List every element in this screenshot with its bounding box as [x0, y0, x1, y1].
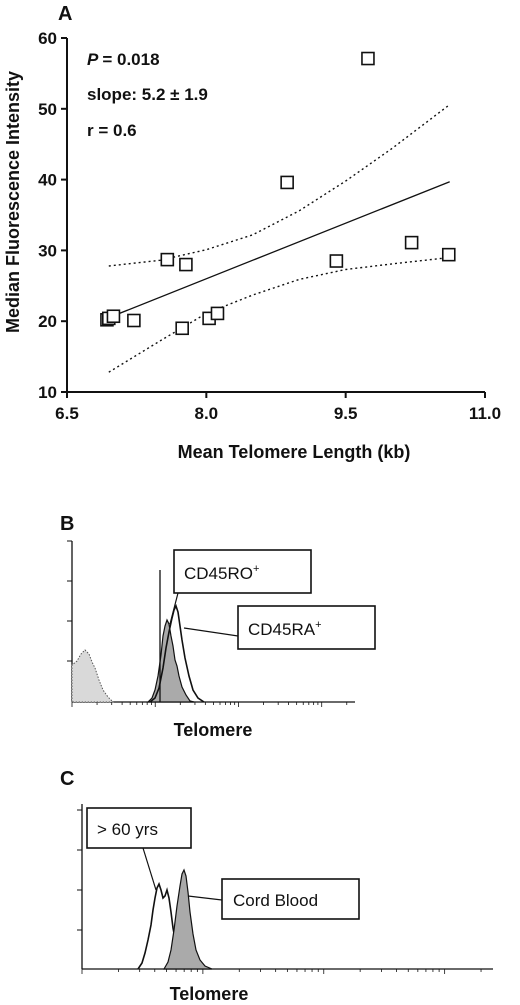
a-slope-text: slope: 5.2 ± 1.9	[87, 85, 208, 104]
a-data-point	[210, 306, 225, 321]
a-y-tick-label: 60	[38, 29, 57, 48]
a-y-tick-label: 20	[38, 312, 57, 331]
b-cd45ro-label-box	[173, 549, 312, 594]
panel-b-histogram: CD45RO+ CD45RA+ Telomere	[67, 540, 376, 740]
c-older-label-box	[86, 807, 192, 849]
b-control-histogram	[71, 649, 115, 703]
c-older-label: > 60 yrs	[97, 820, 158, 839]
a-data-point	[175, 321, 189, 336]
a-x-tick-label: 11.0	[469, 404, 501, 423]
panel-a-scatter: 10 20 30 40 50 60 6.5 8.0 9.5 11.0 P = 0.018 slop…	[3, 29, 501, 462]
a-data-point	[127, 313, 141, 328]
a-data-point	[160, 252, 175, 267]
a-x-tick-label: 9.5	[334, 404, 358, 423]
a-ci-upper-band	[108, 104, 451, 267]
a-data-point	[329, 254, 344, 268]
a-p-symbol: P	[87, 50, 99, 69]
a-y-ticks: 10 20 30 40 50 60	[38, 29, 67, 402]
a-ci-lower-band	[108, 256, 450, 373]
a-pvalue-text: P = 0.018	[87, 50, 160, 69]
b-x-ticks	[71, 702, 348, 707]
a-data-point	[441, 247, 456, 262]
b-cd45ra-pointer	[183, 627, 239, 637]
a-data-point	[106, 309, 121, 324]
c-y-ticks	[77, 809, 82, 931]
a-regression-line	[108, 181, 450, 319]
a-r-text: r = 0.6	[87, 121, 137, 140]
a-x-ticks: 6.5 8.0 9.5 11.0	[55, 392, 501, 423]
a-p-value: = 0.018	[102, 50, 159, 69]
a-x-tick-label: 6.5	[55, 404, 79, 423]
a-y-tick-label: 50	[38, 100, 57, 119]
b-cd45ro-histogram	[146, 618, 195, 703]
b-cd45ra-histogram	[149, 603, 205, 703]
b-cd45ra-label-box	[237, 605, 376, 650]
panel-c-histogram: > 60 yrs Cord Blood Telomere	[77, 804, 493, 1004]
panel-c-label: C	[60, 768, 74, 790]
c-cord-blood-label: Cord Blood	[233, 891, 318, 910]
a-y-axis-label: Median Fluorescence Intensity	[3, 71, 23, 333]
c-older-pointer	[142, 847, 157, 891]
a-data-point	[361, 51, 375, 66]
c-cord-blood-pointer	[187, 895, 223, 901]
panel-a-label: A	[58, 3, 72, 25]
b-x-axis-label: Telomere	[174, 720, 253, 740]
b-cd45ra-label: CD45RA+	[248, 619, 322, 639]
c-cord-blood-label-box	[221, 878, 360, 920]
a-x-axis-label: Mean Telomere Length (kb)	[178, 442, 411, 462]
a-data-point	[404, 235, 419, 250]
a-data-points	[100, 51, 456, 336]
b-cd45ro-label: CD45RO+	[184, 563, 259, 583]
a-y-tick-label: 30	[38, 241, 57, 260]
b-cd45ro-pointer	[169, 592, 179, 625]
a-data-point	[179, 257, 193, 272]
a-x-tick-label: 8.0	[195, 404, 219, 423]
a-y-tick-label: 40	[38, 171, 57, 190]
b-y-ticks	[67, 540, 72, 662]
c-x-ticks	[81, 969, 482, 974]
c-x-axis-label: Telomere	[170, 984, 249, 1004]
panel-b-label: B	[60, 513, 74, 535]
a-y-tick-label: 10	[38, 383, 57, 402]
c-cord-blood-histogram	[162, 868, 213, 970]
a-data-point	[280, 175, 294, 190]
